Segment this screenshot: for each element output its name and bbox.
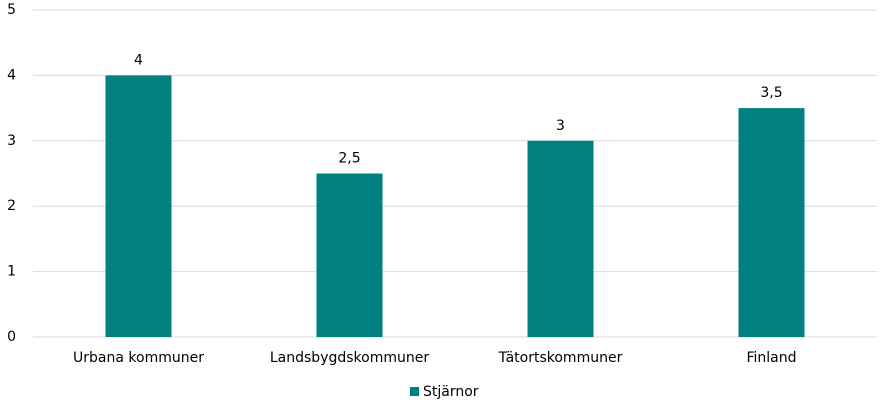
value-label: 3: [556, 118, 565, 134]
y-tick-label: 3: [7, 133, 16, 149]
value-label: 2,5: [338, 151, 360, 167]
value-label: 4: [134, 52, 143, 68]
legend-swatch: [410, 387, 419, 396]
y-tick-label: 2: [7, 198, 16, 214]
x-tick-label: Tätortskommuner: [498, 350, 623, 366]
x-tick-label: Finland: [746, 350, 796, 366]
x-tick-label: Urbana kommuner: [73, 350, 204, 366]
bar: [105, 75, 172, 338]
x-tick-label: Landsbygdskommuner: [270, 350, 429, 366]
y-tick-label: 0: [7, 329, 16, 345]
y-tick-label: 4: [7, 67, 16, 83]
legend-label: Stjärnor: [423, 384, 479, 400]
y-tick-label: 5: [7, 2, 16, 18]
bar: [527, 140, 594, 337]
bar: [738, 108, 805, 337]
bar: [316, 173, 383, 337]
y-tick-label: 1: [7, 264, 16, 280]
value-label: 3,5: [760, 85, 782, 101]
